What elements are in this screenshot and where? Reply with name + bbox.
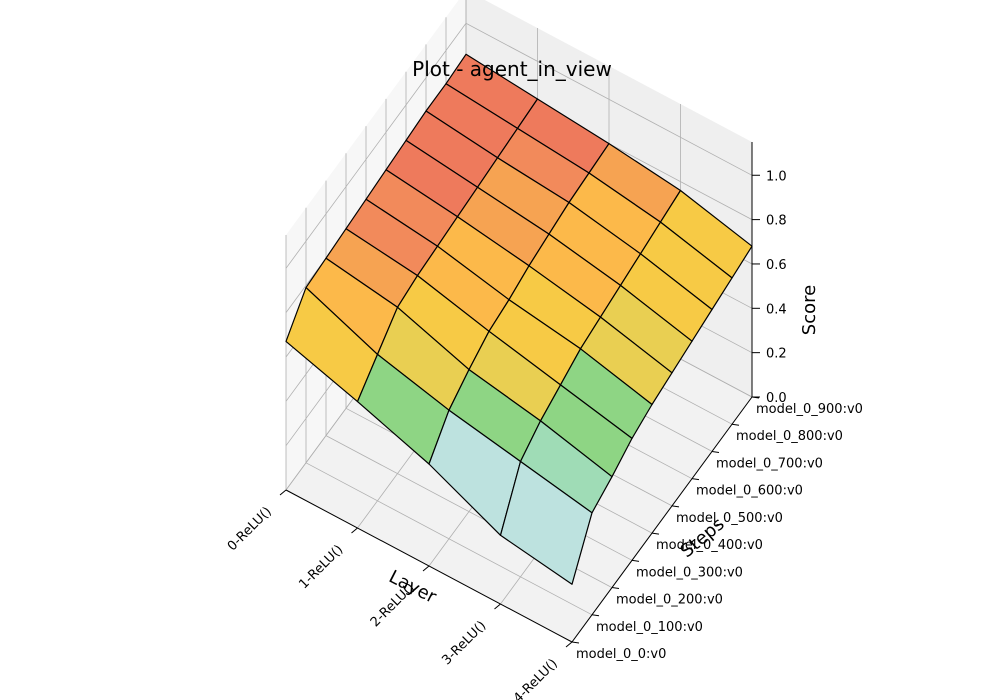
y-tick-label: model_0_600:v0 xyxy=(696,484,803,499)
y-tick-mark xyxy=(631,559,640,562)
y-tick-mark xyxy=(591,614,600,617)
y-tick-label: model_0_800:v0 xyxy=(736,429,843,444)
y-tick-label: model_0_500:v0 xyxy=(676,511,783,526)
z-tick-label: 1.0 xyxy=(766,169,787,184)
x-tick-mark xyxy=(494,603,501,610)
z-tick-label: 0.0 xyxy=(766,391,787,406)
chart-title: Plot - agent_in_view xyxy=(412,57,612,81)
y-tick-label: model_0_200:v0 xyxy=(616,593,723,608)
y-tick-mark xyxy=(651,532,660,535)
x-tick-mark xyxy=(565,641,573,648)
x-tick-label: 1-ReLU() xyxy=(296,542,346,592)
z-tick-label: 0.2 xyxy=(766,347,787,362)
y-tick-label: model_0_0:v0 xyxy=(576,647,666,662)
x-tick-mark xyxy=(422,565,430,572)
x-tick-label: 3-ReLU() xyxy=(439,618,489,668)
y-tick-label: model_0_300:v0 xyxy=(636,565,743,580)
surface-faces xyxy=(285,53,753,585)
y-tick-mark xyxy=(611,587,620,590)
y-tick-mark xyxy=(731,423,740,426)
x-tick-mark xyxy=(351,527,358,534)
x-tick-label: 4-ReLU() xyxy=(511,656,561,700)
y-tick-label: model_0_700:v0 xyxy=(716,456,823,471)
x-tick-mark xyxy=(279,489,287,496)
x-tick-label: 0-ReLU() xyxy=(225,504,275,554)
z-tick-label: 0.8 xyxy=(766,214,787,229)
y-tick-mark xyxy=(691,478,700,481)
axis-lines xyxy=(279,142,760,648)
y-tick-mark xyxy=(571,641,580,644)
z-tick-label: 0.4 xyxy=(766,302,787,317)
y-tick-mark xyxy=(671,505,680,508)
y-tick-label: model_0_900:v0 xyxy=(756,402,863,417)
z-grid-line xyxy=(285,22,753,269)
z-axis-title: Score xyxy=(799,285,820,335)
y-tick-label: model_0_400:v0 xyxy=(656,538,763,553)
y-tick-mark xyxy=(711,450,720,453)
surface-face xyxy=(499,460,593,585)
y-tick-label: model_0_100:v0 xyxy=(596,620,703,635)
y-axis-line xyxy=(571,396,753,643)
z-tick-label: 0.6 xyxy=(766,258,787,273)
